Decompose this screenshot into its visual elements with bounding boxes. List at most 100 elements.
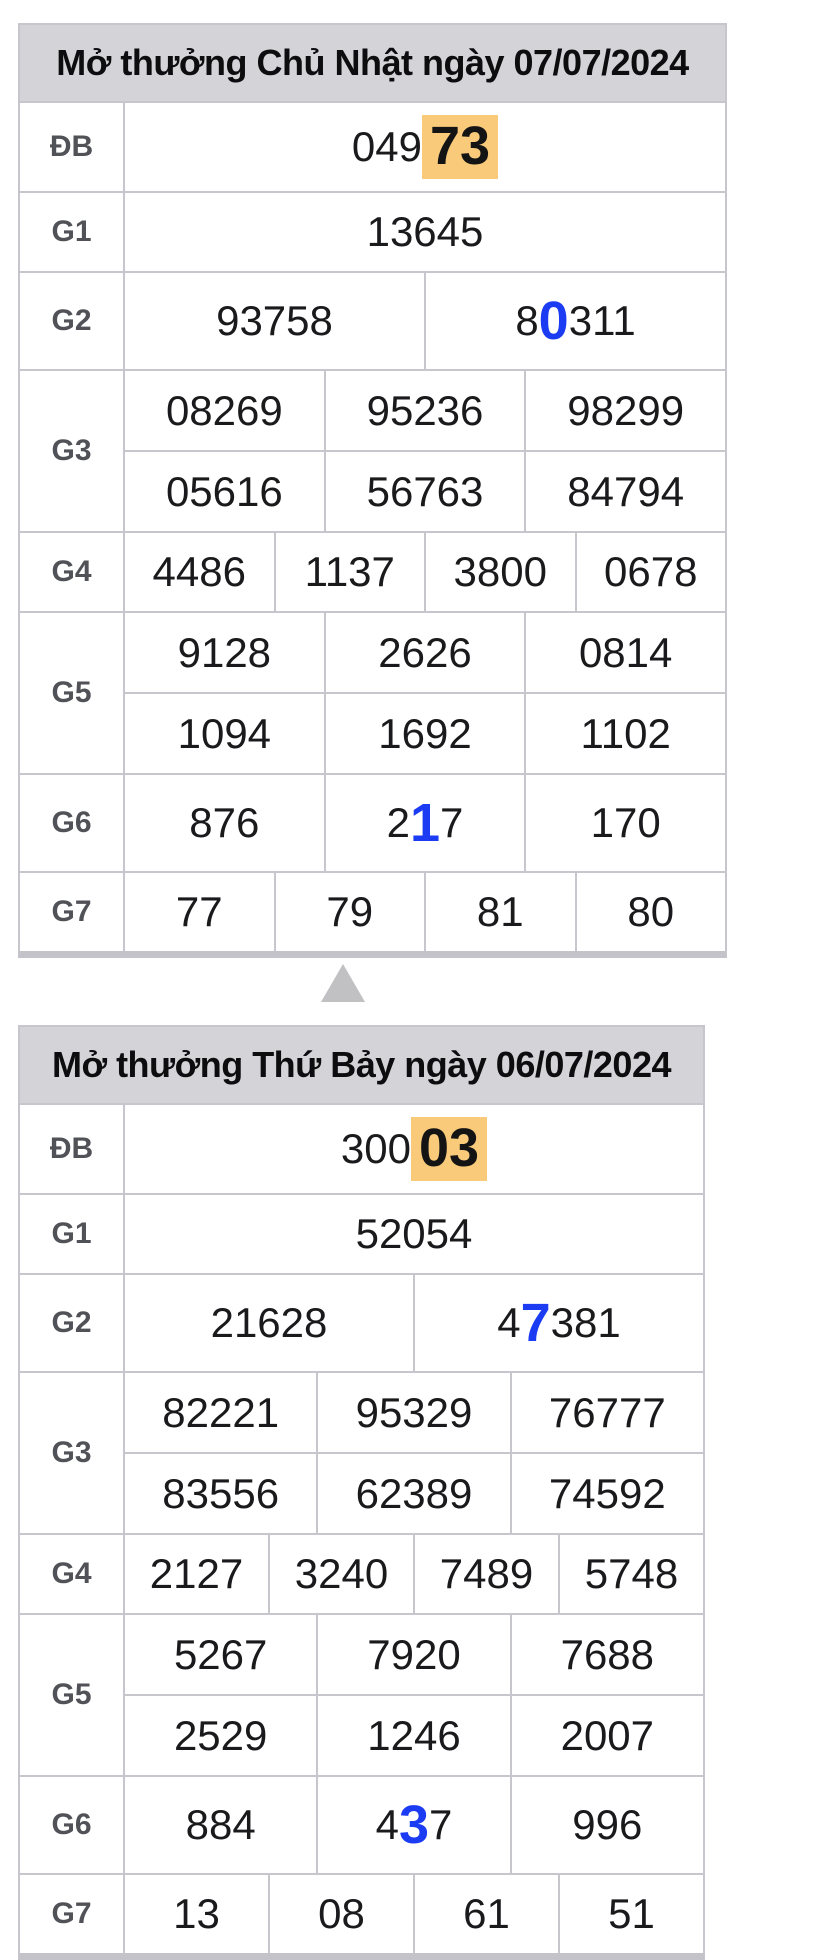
prize-row-g3: G3 82221 95329 76777 83556 62389 74592: [20, 1371, 703, 1533]
prize-number-text: 83556: [162, 1469, 280, 1517]
prize-number-text: 21628: [210, 1299, 328, 1346]
prize-number-text: 1692: [378, 709, 472, 757]
prize-number-text: 2626: [378, 628, 472, 676]
prize-number: 2626: [323, 613, 525, 692]
prize-number-text: 4486: [152, 548, 246, 595]
prize-row-g4: G4 4486 1137 3800 0678: [20, 531, 725, 611]
prize-number-text: 81: [476, 888, 524, 935]
prize-number: 2127: [125, 1535, 268, 1613]
prize-number-text: 7: [440, 799, 464, 846]
prize-label: G6: [20, 775, 125, 871]
prize-number-text: 7: [429, 1801, 453, 1848]
prize-number-text: 5748: [584, 1550, 679, 1597]
prize-cells: 876 2 1 7 170: [125, 775, 725, 871]
prize-label: G7: [20, 1875, 125, 1953]
prize-number-text: 7688: [560, 1630, 655, 1678]
up-triangle-icon: [320, 963, 365, 1002]
prize-number-text: 2529: [173, 1711, 268, 1759]
prize-number-text: 170: [590, 799, 661, 846]
prize-number-text: 0814: [578, 628, 673, 676]
prize-label: G1: [20, 1195, 125, 1273]
prize-number: 76777: [509, 1373, 703, 1452]
prize-label: G1: [20, 193, 125, 271]
prize-number-text: 884: [185, 1801, 256, 1848]
prize-number: 1094: [125, 694, 324, 773]
prize-number: 7688: [509, 1615, 703, 1694]
prize-number-text: 95329: [355, 1388, 473, 1436]
prize-number-text: 08269: [165, 386, 283, 434]
prize-number: 170: [524, 775, 725, 871]
draw-title: Mở thưởng Chủ Nhật ngày 07/07/2024: [20, 25, 725, 103]
prize-number: 2007: [509, 1696, 703, 1775]
prize-number-text: 98299: [567, 386, 685, 434]
prize-number: 62389: [316, 1454, 509, 1533]
prize-number-text: 876: [189, 799, 260, 846]
highlighted-digits: 73: [422, 115, 499, 179]
prize-number: 21628: [125, 1275, 413, 1371]
prize-number-text: 13645: [366, 208, 484, 255]
tables-separator: [18, 940, 727, 1025]
prize-number-text: 51: [608, 1890, 655, 1937]
prize-number-text: 4: [375, 1801, 399, 1848]
prize-row-g7: G7 13 08 61 51: [20, 1873, 703, 1953]
prize-cells: 300 03: [125, 1105, 703, 1193]
prize-label: G4: [20, 533, 125, 611]
prize-label: G3: [20, 1373, 125, 1533]
prize-row-g4: G4 2127 3240 7489 5748: [20, 1533, 703, 1613]
prize-number: 0814: [524, 613, 725, 692]
prize-number: 08: [268, 1875, 413, 1953]
prize-number-text: 996: [572, 1801, 643, 1848]
prize-row-g7: G7 77 79 81 80: [20, 871, 725, 951]
prize-cells: 93758 8 0 311: [125, 273, 725, 369]
prize-number: 5267: [125, 1615, 316, 1694]
prize-row-g2: G2 93758 8 0 311: [20, 271, 725, 369]
prize-number: 51: [558, 1875, 703, 1953]
prize-number: 56763: [323, 452, 525, 531]
blue-digit: 0: [538, 291, 569, 351]
prize-number: 5748: [558, 1535, 703, 1613]
prize-number: 79: [273, 873, 425, 951]
blue-digit: 3: [398, 1795, 430, 1855]
prize-number-text: 79: [326, 888, 374, 935]
prize-number-text: 0678: [604, 548, 698, 595]
prize-number: 52054: [125, 1195, 703, 1273]
prize-number-text: 2127: [149, 1550, 244, 1597]
prize-number-text: 80: [627, 888, 675, 935]
prize-row-g5: G5 5267 7920 7688 2529 1246 2007: [20, 1613, 703, 1775]
prize-number: 996: [509, 1777, 703, 1873]
prize-number-text: 1246: [367, 1711, 461, 1759]
prize-number-text: 08: [318, 1890, 365, 1937]
result-table-previous-draw: Mở thưởng Thứ Bảy ngày 06/07/2024 ĐB 300 0…: [18, 1025, 705, 1960]
blue-digit: 1: [409, 793, 441, 853]
prize-label: G7: [20, 873, 125, 951]
prize-label: G5: [20, 613, 125, 773]
prize-row-g6: G6 884 4 3 7 996: [20, 1775, 703, 1873]
prize-cells: 21628 4 7 381: [125, 1275, 703, 1371]
prize-number: 80: [574, 873, 726, 951]
prize-number-text: 62389: [355, 1469, 473, 1517]
prize-number: 4 7 381: [413, 1275, 703, 1371]
prize-cells: 2127 3240 7489 5748: [125, 1535, 703, 1613]
prize-row-g3: G3 08269 95236 98299 05616 56763 84794: [20, 369, 725, 531]
prize-number: 08269: [125, 371, 324, 450]
prize-number-text: 95236: [366, 386, 484, 434]
prize-number: 049 73: [125, 103, 725, 191]
prize-number-text: 93758: [216, 297, 333, 344]
prize-number: 13: [125, 1875, 268, 1953]
prize-number-text: 61: [463, 1890, 510, 1937]
prize-sub-row: 08269 95236 98299: [125, 371, 725, 450]
prize-number: 84794: [524, 452, 725, 531]
prize-number: 9128: [125, 613, 324, 692]
prize-number-text: 56763: [366, 467, 484, 515]
prize-number-text: 9128: [177, 628, 272, 676]
prize-cells: 52054: [125, 1195, 703, 1273]
prize-number: 81: [424, 873, 575, 951]
prize-number: 82221: [125, 1373, 316, 1452]
prize-number-text: 1102: [580, 709, 671, 757]
prize-row-g6: G6 876 2 1 7 170: [20, 773, 725, 871]
prize-number: 3240: [268, 1535, 413, 1613]
prize-label: G3: [20, 371, 125, 531]
